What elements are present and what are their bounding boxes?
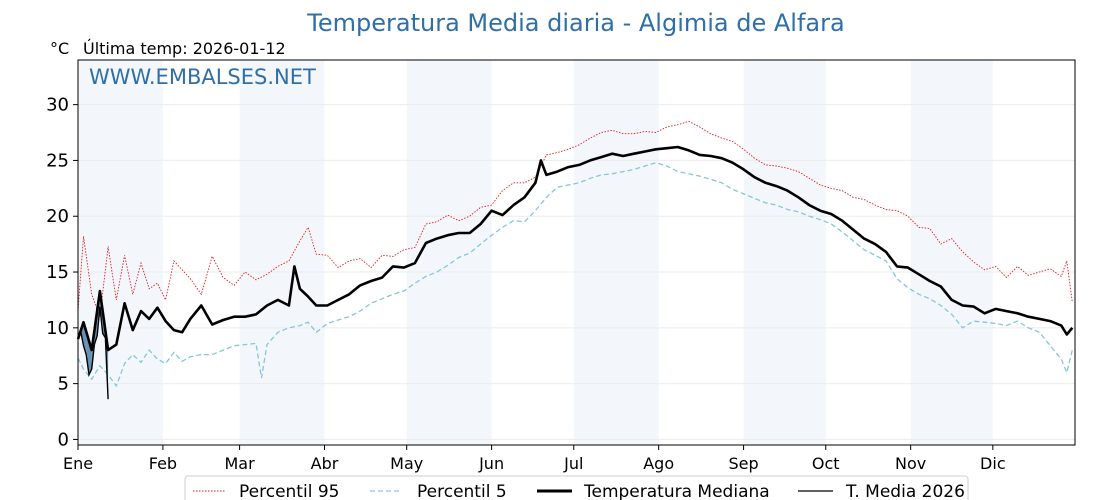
x-tick-label: Dic bbox=[980, 454, 1006, 473]
legend-label-current: T. Media 2026 bbox=[845, 482, 965, 500]
y-tick-label: 10 bbox=[46, 318, 69, 339]
x-axis: Ene Feb Mar Abr May Jun Jul Ago Sep Oct Nov Dic bbox=[63, 445, 1006, 473]
x-tick-label: May bbox=[390, 454, 423, 473]
legend-label-median: Temperatura Mediana bbox=[583, 482, 770, 500]
y-tick-label: 25 bbox=[46, 150, 69, 171]
legend-frame bbox=[184, 475, 969, 500]
month-band bbox=[743, 60, 826, 445]
legend-label-p95: Percentil 95 bbox=[239, 482, 339, 500]
x-tick-label: Jul bbox=[563, 454, 583, 473]
month-band bbox=[910, 60, 993, 445]
x-tick-label: Jun bbox=[478, 454, 504, 473]
month-bands bbox=[78, 60, 993, 445]
month-band bbox=[239, 60, 325, 445]
watermark: WWW.EMBALSES.NET bbox=[89, 65, 316, 89]
x-tick-label: Mar bbox=[225, 454, 256, 473]
chart-title: Temperatura Media diaria - Algimia de Al… bbox=[306, 9, 844, 37]
y-tick-label: 5 bbox=[58, 374, 69, 395]
grid-lines bbox=[78, 104, 1075, 440]
y-unit-label: °C bbox=[50, 39, 69, 58]
y-tick-label: 0 bbox=[58, 429, 69, 450]
x-tick-label: Ene bbox=[63, 454, 93, 473]
x-tick-label: Sep bbox=[729, 454, 759, 473]
month-band bbox=[573, 60, 659, 445]
x-tick-label: Abr bbox=[311, 454, 339, 473]
x-tick-label: Nov bbox=[895, 454, 926, 473]
last-temp-label: Última temp: 2026-01-12 bbox=[83, 39, 286, 58]
y-tick-label: 20 bbox=[46, 206, 69, 227]
series-median-line bbox=[76, 145, 1074, 352]
x-tick-label: Oct bbox=[812, 454, 840, 473]
y-axis: 0 5 10 15 20 25 30 bbox=[46, 95, 78, 450]
legend: Percentil 95 Percentil 5 Temperatura Med… bbox=[184, 475, 969, 500]
month-band bbox=[78, 60, 163, 445]
x-tick-label: Ago bbox=[643, 454, 674, 473]
x-tick-label: Feb bbox=[149, 454, 177, 473]
y-tick-label: 15 bbox=[46, 262, 69, 283]
data-series bbox=[76, 120, 1074, 400]
series-p5-line bbox=[77, 162, 1073, 388]
plot-frame bbox=[77, 59, 1076, 446]
y-tick-label: 30 bbox=[46, 95, 69, 116]
series-current-line bbox=[77, 306, 109, 400]
legend-label-p5: Percentil 5 bbox=[417, 482, 507, 500]
